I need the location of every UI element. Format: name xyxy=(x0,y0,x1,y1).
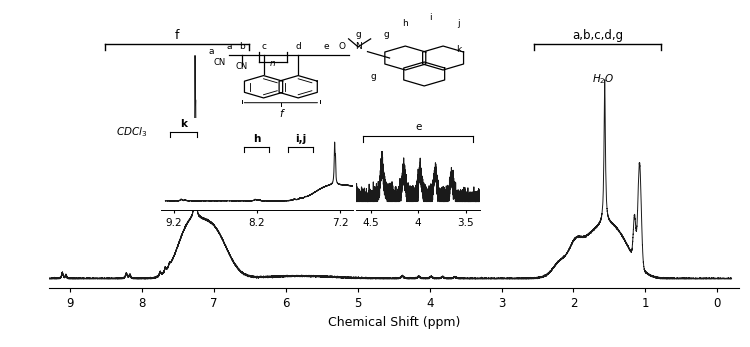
Text: CN: CN xyxy=(236,62,248,71)
Text: d: d xyxy=(296,42,301,51)
Text: n: n xyxy=(270,59,276,68)
Text: j: j xyxy=(458,19,460,28)
Text: h: h xyxy=(403,19,408,28)
Text: $H_2O$: $H_2O$ xyxy=(592,72,614,86)
Text: b: b xyxy=(238,42,244,51)
Text: N: N xyxy=(355,42,362,51)
Text: k: k xyxy=(180,119,187,128)
Text: i: i xyxy=(429,13,432,22)
Text: g: g xyxy=(356,30,361,39)
Text: k: k xyxy=(456,45,461,54)
Text: a: a xyxy=(226,42,232,51)
Text: c: c xyxy=(261,42,266,51)
Text: i,j: i,j xyxy=(296,134,307,144)
Text: e: e xyxy=(415,122,422,132)
Text: a,b,c,d,g: a,b,c,d,g xyxy=(572,29,623,42)
Text: g: g xyxy=(371,72,376,81)
Text: O: O xyxy=(339,42,346,51)
Text: h: h xyxy=(254,134,260,144)
Text: e: e xyxy=(324,42,329,51)
Text: CN: CN xyxy=(213,58,226,67)
Text: a: a xyxy=(209,47,214,56)
X-axis label: Chemical Shift (ppm): Chemical Shift (ppm) xyxy=(328,315,460,329)
Text: $CDCl_3$: $CDCl_3$ xyxy=(116,126,147,139)
Text: g: g xyxy=(383,30,389,39)
Text: f: f xyxy=(175,29,179,42)
Text: f: f xyxy=(279,109,283,119)
